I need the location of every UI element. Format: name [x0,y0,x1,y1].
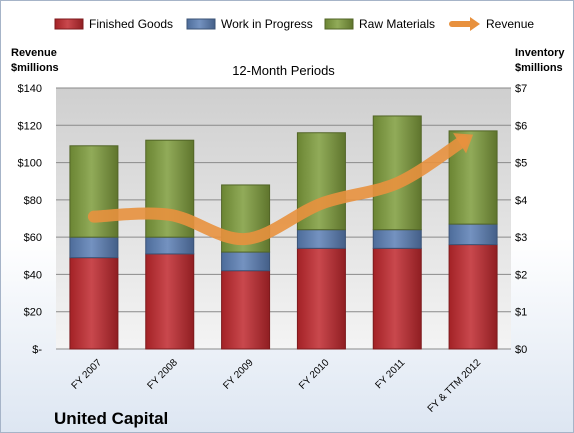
bar-work-in-progress [221,251,271,272]
bar-finished-goods [372,247,422,350]
bar-finished-goods [296,247,346,350]
y-tick-left: $20 [24,307,42,319]
legend-label: Raw Materials [359,17,435,31]
x-tick-label: FY 2010 [297,357,332,392]
legend-swatch-work-in-progress [186,18,216,30]
chart-subtitle: 12-Month Periods [232,63,335,78]
bar-work-in-progress [448,223,498,246]
legend-arrowhead [470,17,480,31]
legend-swatch-raw-materials [324,18,354,30]
y-tick-right: $4 [515,195,527,207]
y-tick-right: $6 [515,120,527,132]
right-axis-title-line1: Inventory [515,47,565,59]
company-name: United Capital [54,409,168,428]
revenue-line [87,135,469,246]
y-tick-left: $120 [18,120,42,132]
right-axis-title-line2: $millions [515,62,563,74]
y-tick-left: $80 [24,195,42,207]
y-tick-right: $7 [515,83,527,95]
bar-work-in-progress [296,229,346,249]
left-axis-title-line2: $millions [11,62,59,74]
x-tick-label: FY 2008 [145,357,180,392]
bar-finished-goods [145,253,195,350]
y-tick-right: $0 [515,344,527,356]
y-tick-left: $140 [18,83,42,95]
revenue-arrowhead [453,133,474,154]
y-tick-right: $3 [515,232,527,244]
bar-finished-goods [69,257,119,350]
bar-work-in-progress [145,236,195,255]
bar-work-in-progress [69,236,119,259]
y-tick-left: $- [32,344,42,356]
x-tick-label: FY & TTM 2012 [426,357,484,415]
y-tick-right: $5 [515,158,527,170]
x-tick-label: FY 2009 [221,357,256,392]
y-tick-left: $60 [24,232,42,244]
legend-label: Finished Goods [89,17,173,31]
left-axis-title-line1: Revenue [11,47,57,59]
bar-work-in-progress [372,229,422,249]
y-tick-left: $40 [24,269,42,281]
bar-raw-materials [69,145,119,238]
legend-label: Revenue [486,17,534,31]
x-tick-label: FY 2007 [70,357,105,392]
y-tick-left: $100 [18,158,42,170]
bar-finished-goods [448,244,498,350]
y-tick-right: $2 [515,269,527,281]
legend-swatch-finished-goods [54,18,84,30]
bar-finished-goods [221,270,271,350]
y-tick-right: $1 [515,307,527,319]
x-tick-label: FY 2011 [374,357,408,391]
legend-label: Work in Progress [221,17,313,31]
